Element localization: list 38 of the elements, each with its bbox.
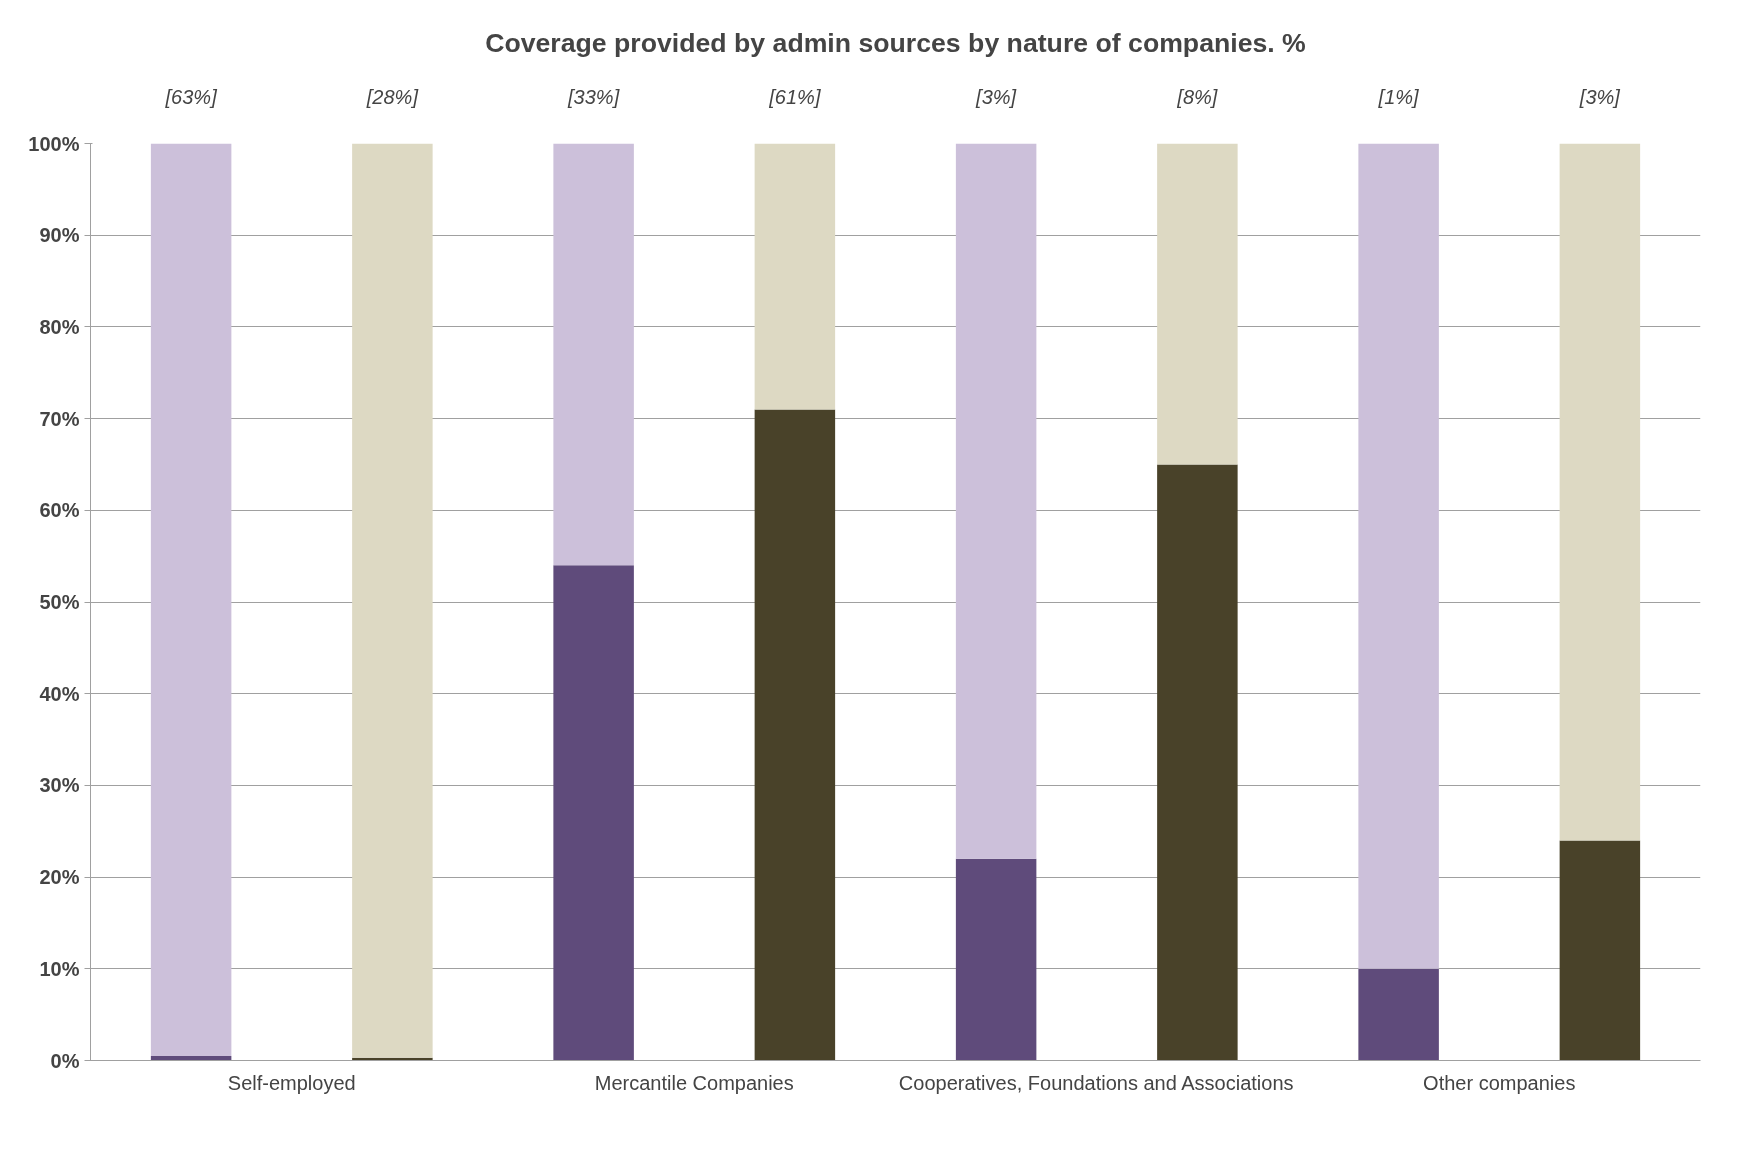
bar [1358, 968, 1439, 1061]
x-tick-label: Self-employed [227, 1071, 356, 1094]
y-tick-label: 40% [39, 682, 80, 705]
y-tick-label: 60% [39, 499, 80, 522]
text: [8%] [1176, 85, 1218, 108]
text: [33%] [567, 85, 620, 108]
y-tick-label: 30% [39, 774, 80, 797]
bar [1157, 143, 1238, 465]
y-tick-label: 70% [39, 407, 80, 430]
text: [1%] [1377, 85, 1420, 108]
bar [352, 143, 433, 1058]
bar [1358, 143, 1439, 969]
y-tick-label: 100% [28, 132, 80, 155]
text: [63%] [164, 85, 218, 108]
bar [1559, 143, 1641, 841]
y-tick-label: 80% [39, 315, 80, 338]
bar [1157, 464, 1238, 1061]
bar [955, 858, 1037, 1061]
text: [28%] [365, 85, 419, 108]
bar [754, 143, 836, 410]
bar [553, 143, 634, 566]
y-tick-label: 50% [39, 591, 80, 613]
text: [61%] [768, 85, 821, 108]
bar [553, 565, 634, 1061]
y-tick-label: 10% [39, 957, 80, 980]
bar [955, 143, 1037, 859]
x-tick-label: Mercantile Companies [594, 1071, 794, 1094]
y-tick-label: 20% [39, 866, 80, 889]
bar [754, 409, 836, 1061]
text: [3%] [1578, 85, 1621, 108]
x-tick-label: Other companies [1423, 1071, 1576, 1094]
bar [1559, 840, 1641, 1061]
chart-title: Coverage provided by admin sources by nature of companies. % [485, 27, 1306, 58]
bar [150, 143, 232, 1056]
y-tick-label: 90% [39, 224, 80, 247]
y-tick-label: 0% [50, 1049, 80, 1072]
x-tick-label: Cooperatives, Foundations and Associations [898, 1071, 1294, 1094]
text: [3%] [975, 85, 1017, 108]
